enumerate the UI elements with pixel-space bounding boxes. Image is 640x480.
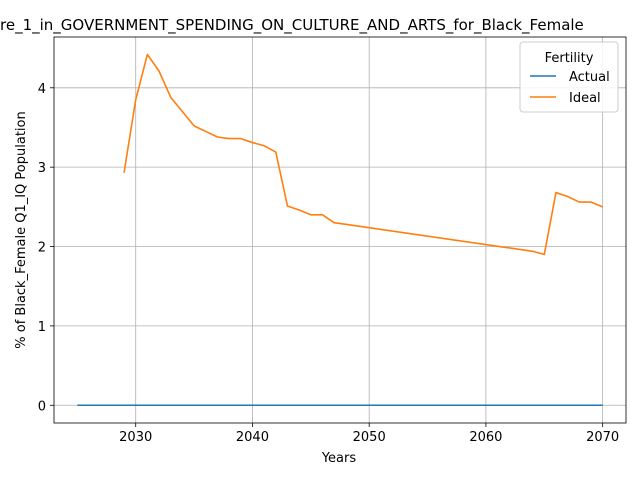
y-tick-label: 0 bbox=[38, 399, 46, 414]
chart-title: re_1_in_GOVERNMENT_SPENDING_ON_CULTURE_A… bbox=[0, 16, 584, 35]
x-tick-label: 2060 bbox=[469, 430, 502, 445]
legend-label-ideal: Ideal bbox=[569, 91, 601, 106]
plot-frame bbox=[53, 36, 627, 424]
legend-label-actual: Actual bbox=[569, 70, 610, 85]
x-axis-label: Years bbox=[321, 451, 357, 466]
y-tick-label: 4 bbox=[38, 82, 46, 97]
legend[interactable]: Fertility Actual Ideal bbox=[519, 41, 619, 113]
y-tick-label: 2 bbox=[38, 241, 46, 256]
legend-box bbox=[519, 41, 619, 113]
legend-title: Fertility bbox=[545, 51, 594, 66]
x-tick-label: 2030 bbox=[119, 430, 152, 445]
y-axis-label: % of Black_Female Q1_IQ Population bbox=[14, 111, 29, 348]
x-tick-label: 2050 bbox=[353, 430, 386, 445]
y-tick-label: 3 bbox=[38, 161, 46, 176]
x-tick-label: 2040 bbox=[236, 430, 269, 445]
series-line-ideal bbox=[123, 53, 603, 256]
axis-ticks: 2030 2040 2050 2060 2070 0 1 2 3 4 bbox=[38, 82, 619, 445]
series-lines bbox=[77, 53, 603, 407]
y-tick-label: 1 bbox=[38, 320, 46, 335]
x-tick-label: 2070 bbox=[586, 430, 619, 445]
